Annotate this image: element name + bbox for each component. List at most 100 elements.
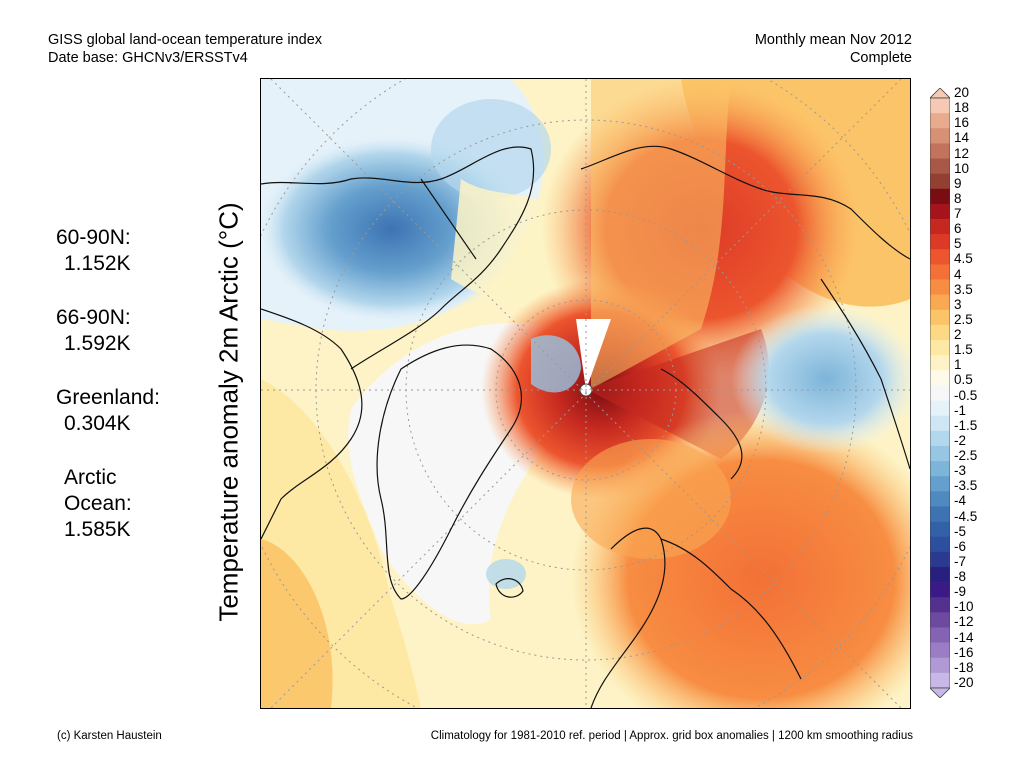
colorbar-tick-label: -0.5	[954, 387, 978, 403]
colorbar-tick-label: 5	[954, 236, 962, 252]
map-canvas	[261, 79, 910, 708]
colorbar-swatch	[930, 98, 950, 114]
alaska-coast	[261, 146, 535, 370]
europe-coast	[660, 538, 802, 680]
colorbar-tick-label: -14	[954, 629, 974, 645]
colorbar-swatch	[930, 173, 950, 190]
stat-value: 1.585K	[64, 518, 131, 541]
colorbar-tick-label: 9	[954, 175, 962, 191]
colorbar-tick-label: 7	[954, 206, 962, 222]
colorbar-tick-label: 10	[954, 160, 970, 176]
anomaly-region	[431, 99, 551, 199]
colorbar-swatch	[930, 536, 950, 553]
colorbar-swatch	[930, 551, 950, 568]
stat-label: 60-90N:	[56, 226, 131, 249]
colorbar-tick-label: 2.5	[954, 311, 973, 327]
colorbar-tick-label: -12	[954, 614, 974, 630]
colorbar-swatch	[930, 445, 950, 462]
colorbar	[930, 88, 950, 698]
stat-label: Greenland:	[56, 386, 160, 409]
stat-value: 0.304K	[64, 412, 131, 435]
period-label: Monthly mean Nov 2012	[754, 32, 912, 48]
siberia-coast	[580, 145, 910, 260]
colorbar-swatch	[930, 279, 950, 295]
title-block: GISS global land-ocean temperature index…	[48, 31, 322, 67]
colorbar-tick-label: 1.5	[954, 342, 973, 358]
colorbar-swatches	[930, 97, 950, 689]
meridian-line	[270, 79, 902, 708]
novaya-zemlya-coast	[660, 368, 743, 480]
colorbar-swatch	[930, 294, 950, 311]
period-block: Monthly mean Nov 2012 Complete	[755, 31, 912, 67]
colorbar-tick-label: 4	[954, 266, 962, 282]
scandinavia-coast	[590, 527, 666, 708]
colorbar-tick-label: -4.5	[954, 508, 978, 524]
colorbar-swatch	[930, 355, 950, 371]
colorbar-tick-label: 6	[954, 221, 962, 237]
colorbar-swatch	[930, 324, 950, 341]
no-data-wedge	[576, 319, 611, 390]
colorbar-swatch	[930, 415, 950, 432]
colorbar-tick-label: -20	[954, 675, 974, 690]
stat-label: Ocean:	[64, 492, 132, 515]
stat-value: 1.152K	[64, 252, 131, 275]
colorbar-swatch	[930, 143, 950, 159]
colorbar-swatch	[930, 234, 950, 250]
colorbar-tick-label: 1	[954, 357, 962, 373]
colorbar-tick-label: -8	[954, 569, 967, 585]
border-line	[420, 178, 477, 260]
polar-anomaly-map	[260, 78, 911, 709]
colorbar-swatch	[930, 430, 950, 447]
colorbar-swatch	[930, 612, 950, 628]
colorbar-tick-label: -16	[954, 644, 974, 660]
stat-greenland: Greenland: 0.304K	[56, 385, 196, 437]
stat-60-90n: 60-90N: 1.152K	[56, 225, 196, 277]
colorbar-swatch	[930, 672, 950, 689]
colorbar-tick-label: 12	[954, 145, 970, 161]
colorbar-tick-label: -5	[954, 523, 967, 539]
colorbar-swatch	[930, 566, 950, 583]
colorbar-tick-label: 16	[954, 115, 970, 131]
y-axis-label: Temperature anomaly 2m Arctic (°C)	[213, 202, 244, 622]
colorbar-tick-label: -2.5	[954, 448, 978, 464]
colorbar-swatch	[930, 597, 950, 613]
colorbar-tick-label: -1.5	[954, 417, 978, 433]
colorbar-swatch	[930, 249, 950, 265]
colorbar-swatch	[930, 188, 950, 205]
colorbar-swatch	[930, 309, 950, 326]
anomaly-region	[571, 439, 731, 559]
stat-value: 1.592K	[64, 332, 131, 355]
anomaly-region	[261, 539, 333, 708]
colorbar-swatch	[930, 113, 950, 129]
colorbar-tick-label: 2	[954, 327, 962, 343]
colorbar-tick-label: 20	[954, 85, 970, 100]
colorbar-arrow-bottom	[930, 687, 950, 698]
colorbar-tick-label: -3.5	[954, 478, 978, 494]
stat-label: 66-90N:	[56, 306, 131, 329]
methodology-note: Climatology for 1981-2010 ref. period | …	[430, 730, 913, 742]
colorbar-tick-label: -2	[954, 432, 967, 448]
region-stats: 60-90N: 1.152K 66-90N: 1.592K Greenland:…	[56, 225, 196, 571]
completeness-label: Complete	[849, 50, 912, 66]
canada-coast	[261, 308, 363, 540]
stat-arctic-ocean: Arctic Ocean: 1.585K	[56, 465, 196, 543]
colorbar-tick-label: 18	[954, 100, 970, 116]
colorbar-tick-label: -7	[954, 553, 967, 569]
colorbar-swatch	[930, 476, 950, 492]
colorbar-tick-label: 0.5	[954, 372, 973, 388]
anomaly-region	[486, 559, 526, 589]
map-title: GISS global land-ocean temperature index	[48, 32, 323, 48]
colorbar-swatch	[930, 264, 950, 280]
colorbar-tick-label: 8	[954, 190, 962, 206]
colorbar-tick-label: -1	[954, 402, 967, 418]
colorbar-swatch	[930, 158, 950, 174]
colorbar-swatch	[930, 128, 950, 144]
colorbar-swatch	[930, 642, 950, 659]
colorbar-tick-label: -3	[954, 463, 967, 479]
colorbar-tick-label: 4.5	[954, 251, 973, 267]
graticule	[261, 79, 910, 708]
siberia-coast	[820, 278, 910, 470]
colorbar-swatch	[930, 385, 950, 401]
iceland-coast	[495, 578, 524, 598]
credit: (c) Karsten Haustein	[57, 730, 162, 742]
